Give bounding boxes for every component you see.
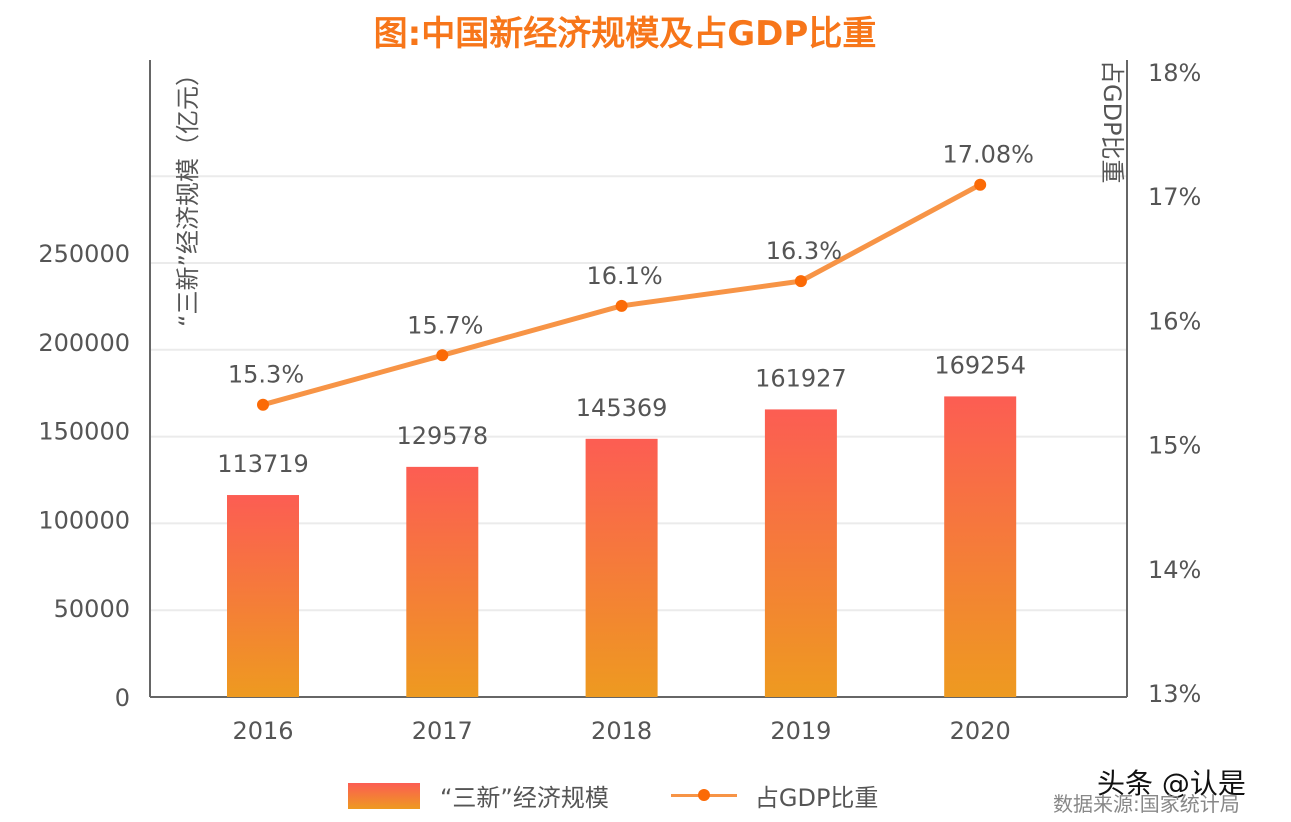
line-data-label: 16.1% — [586, 262, 662, 290]
legend-bar-label: “三新”经济规模 — [440, 784, 609, 812]
line-data-label: 15.7% — [407, 311, 483, 339]
bar — [944, 396, 1017, 697]
x-tick-label: 2020 — [950, 717, 1011, 745]
watermark: 头条 @认是 — [1097, 767, 1246, 800]
x-tick-label: 2017 — [412, 717, 473, 745]
bar-data-label: 113719 — [217, 450, 309, 478]
left-tick-label: 250000 — [38, 240, 130, 268]
bar — [406, 466, 479, 697]
right-tick-label: 17% — [1148, 183, 1201, 211]
legend-line-swatch — [670, 789, 737, 801]
right-tick-label: 15% — [1148, 432, 1201, 460]
x-tick-label: 2016 — [232, 717, 293, 745]
line-data-label: 16.3% — [766, 237, 842, 265]
bar — [585, 438, 658, 697]
legend-bar-swatch — [348, 782, 420, 809]
source-note: 数据来源:国家统计局 — [1053, 792, 1240, 816]
chart-title: 图:中国新经济规模及占GDP比重 — [373, 14, 877, 54]
bar — [764, 409, 837, 697]
line-marker — [615, 299, 628, 312]
right-tick-label: 13% — [1148, 680, 1201, 708]
x-tick-label: 2018 — [591, 717, 652, 745]
line-data-label: 15.3% — [228, 361, 304, 389]
bar-data-label: 145369 — [576, 394, 668, 422]
bar-data-label: 169254 — [934, 351, 1026, 379]
right-axis-title: 占GDP比重 — [1098, 60, 1126, 184]
bar-data-label: 129578 — [396, 422, 488, 450]
right-tick-label: 18% — [1148, 59, 1201, 87]
line-marker — [257, 398, 269, 411]
left-tick-label: 200000 — [38, 329, 130, 357]
line-marker — [974, 178, 987, 191]
x-tick-label: 2019 — [770, 717, 831, 745]
line-marker — [794, 275, 807, 288]
left-tick-label: 100000 — [38, 506, 130, 534]
line-series — [262, 182, 982, 408]
left-tick-label: 150000 — [38, 418, 130, 446]
left-tick-label: 0 — [115, 684, 130, 712]
right-tick-label: 14% — [1148, 556, 1201, 584]
line-marker — [436, 349, 449, 362]
left-axis-title: “三新”经济规模（亿元） — [174, 62, 202, 327]
bar — [227, 495, 299, 697]
legend: “三新”经济规模 占GDP比重 — [348, 778, 878, 813]
right-tick-label: 16% — [1148, 307, 1201, 335]
legend-line-label: 占GDP比重 — [754, 784, 879, 812]
line-data-label: 17.08% — [942, 141, 1034, 169]
bar-data-label: 161927 — [755, 364, 847, 392]
left-tick-label: 50000 — [54, 595, 130, 623]
